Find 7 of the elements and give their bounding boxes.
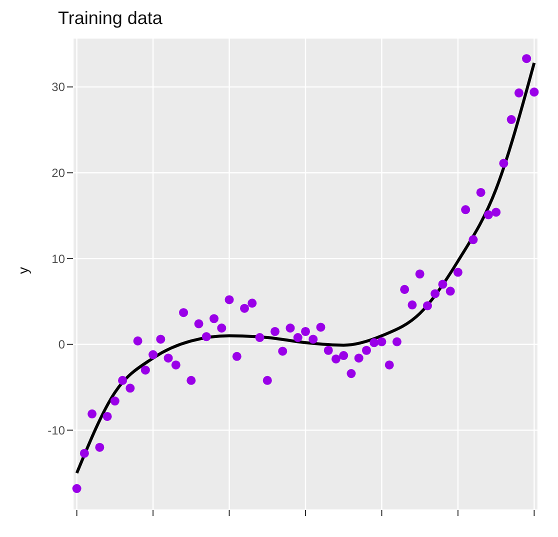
y-tick-label: 20 [52,166,66,180]
y-tick-label: 10 [52,252,66,266]
chart-title: Training data [58,8,164,30]
y-tick-label: 30 [52,80,66,94]
y-axis-title: y [14,267,31,274]
y-tick-label: 0 [58,338,66,352]
y-tick-label: -10 [48,423,66,438]
